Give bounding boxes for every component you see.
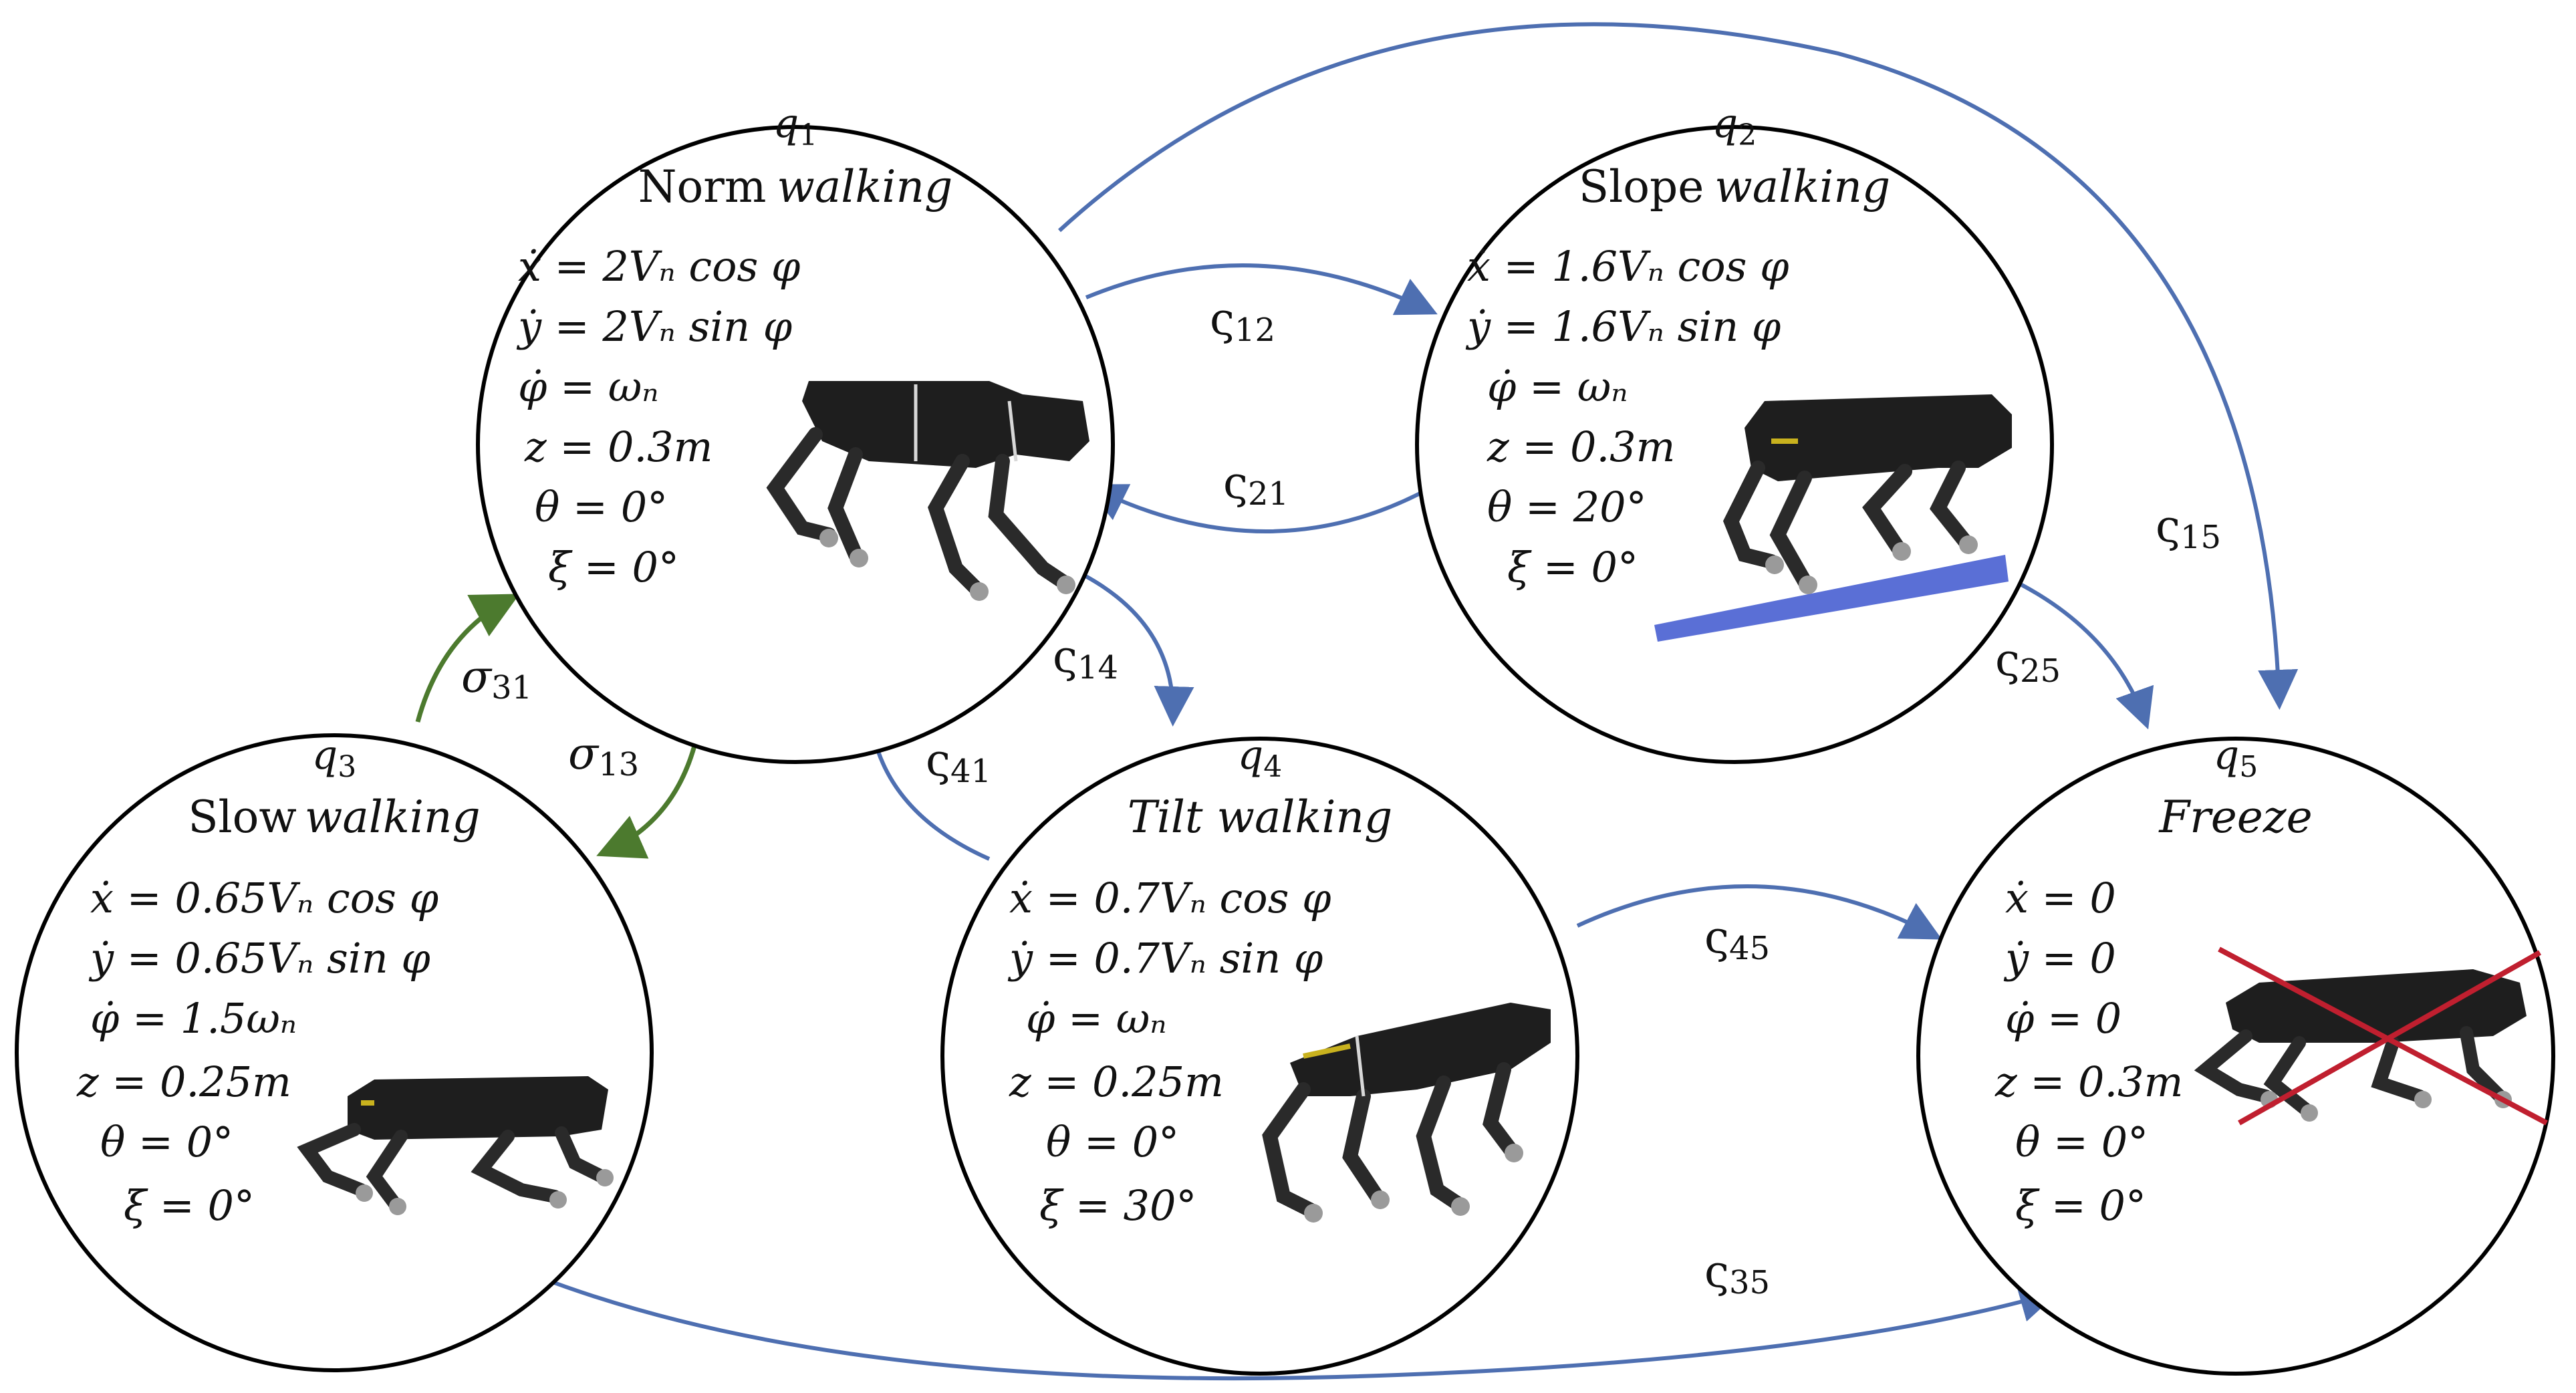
state-q5-line: ẋ = 0 — [2005, 874, 2116, 922]
label-s14: ς14 — [1053, 631, 1118, 686]
state-q4-id: q4 — [1238, 732, 1282, 784]
state-q1-circle — [476, 125, 1115, 764]
state-q2-line: ξ = 0° — [1507, 543, 1638, 592]
state-q2-line: ẏ = 1.6Vₙ sin φ — [1465, 302, 1781, 351]
state-q3-line: ẏ = 0.65Vₙ sin φ — [88, 934, 430, 983]
state-q4-line: ξ = 30° — [1039, 1181, 1196, 1230]
state-q4-line: ẏ = 0.7Vₙ sin φ — [1007, 934, 1323, 983]
state-q1: q1 Norm walking ẋ = 2Vₙ cos φ ẏ = 2Vₙ sin… — [476, 100, 1115, 764]
robot-image-q4 — [1262, 1003, 1551, 1223]
state-q2: q2 Slope walking ẋ = 1.6Vₙ cos φ ẏ = 1.6V… — [1415, 100, 2054, 764]
freeze-cross-icon — [2238, 950, 2541, 1126]
state-q5: q5 Freeze ẋ = 0 ẏ = 0 φ̇ = 0 z = 0.3m θ … — [1916, 732, 2555, 1376]
state-q4-line: z = 0.25m — [1009, 1057, 1224, 1106]
state-q3-line: z = 0.25m — [76, 1057, 291, 1106]
state-q1-line: ẏ = 2Vₙ sin φ — [516, 302, 793, 351]
state-q5-line: ẏ = 0 — [2003, 934, 2116, 983]
state-q1-line: φ̇ = ωₙ — [518, 362, 658, 411]
label-s35: ς35 — [1704, 1246, 1770, 1301]
state-q3-id: q3 — [312, 732, 356, 784]
state-q3-name: Slow walking — [188, 791, 480, 843]
state-q5-name: Freeze — [2158, 791, 2312, 843]
edge-s12 — [1085, 263, 1438, 315]
state-q2-line: ẋ = 1.6Vₙ cos φ — [1467, 242, 1789, 291]
state-q5-line: φ̇ = 0 — [2005, 994, 2121, 1043]
state-q3-line: ξ = 0° — [124, 1181, 255, 1230]
state-q5-line: ξ = 0° — [2015, 1181, 2146, 1230]
state-q2-line: z = 0.3m — [1487, 422, 1675, 471]
state-q1-name: Norm walking — [638, 161, 952, 213]
robot-image-q5 — [2194, 946, 2548, 1126]
label-s25: ς25 — [1995, 634, 2061, 690]
label-s12: ς12 — [1210, 293, 1275, 349]
state-q5-id: q5 — [2214, 732, 2258, 784]
label-s41: ς41 — [926, 735, 991, 790]
state-q1-line: z = 0.3m — [524, 422, 713, 471]
state-q2-name: Slope walking — [1579, 161, 1890, 213]
edge-s35 — [537, 1275, 2060, 1381]
state-q4: q4 Tilt walking ẋ = 0.7Vₙ cos φ ẏ = 0.7V… — [940, 732, 1579, 1376]
state-q3-circle — [15, 733, 654, 1372]
label-sigma13: σ13 — [568, 728, 639, 783]
state-q3-line: θ = 0° — [100, 1118, 233, 1166]
edges — [415, 22, 2299, 1381]
freeze-cross-icon — [2218, 946, 2548, 1126]
state-q5-line: θ = 0° — [2015, 1118, 2148, 1166]
state-q1-id: q1 — [773, 100, 817, 152]
state-q2-circle — [1415, 125, 2054, 764]
state-q4-line: θ = 0° — [1046, 1118, 1179, 1166]
state-q3: q3 Slow walking ẋ = 0.65Vₙ cos φ ẏ = 0.65… — [15, 732, 654, 1372]
state-q4-circle — [940, 737, 1579, 1376]
state-q4-name: Tilt walking — [1128, 791, 1393, 843]
state-q4-line: ẋ = 0.7Vₙ cos φ — [1009, 874, 1331, 922]
label-s45: ς45 — [1704, 912, 1770, 967]
label-s15: ς15 — [2156, 501, 2221, 556]
edge-sigma31 — [415, 594, 520, 723]
state-q1-line: ẋ = 2Vₙ cos φ — [518, 242, 801, 291]
state-q2-id: q2 — [1712, 100, 1757, 152]
edge-s25 — [2007, 576, 2154, 730]
label-sigma31: σ31 — [461, 651, 532, 707]
edge-s21 — [1085, 484, 1432, 533]
state-q4-line: φ̇ = ωₙ — [1026, 994, 1166, 1043]
state-q1-line: θ = 0° — [535, 483, 668, 531]
robot-image-q3 — [297, 1076, 614, 1215]
edge-s45 — [1576, 884, 1942, 940]
label-s21: ς21 — [1223, 457, 1289, 513]
state-q3-line: φ̇ = 1.5ωₙ — [90, 994, 297, 1043]
edge-labels: ς12 ς21 ς15 ς25 ς14 ς41 ς45 ς35 σ31 σ13 — [461, 293, 2221, 1301]
state-q5-circle — [1916, 737, 2555, 1376]
state-q5-line: z = 0.3m — [1994, 1057, 2183, 1106]
robot-image-q2 — [1654, 394, 2012, 642]
state-q2-line: θ = 20° — [1487, 483, 1647, 531]
state-q3-line: ẋ = 0.65Vₙ cos φ — [90, 874, 439, 922]
edge-s14 — [1061, 563, 1194, 727]
state-q1-line: ξ = 0° — [548, 543, 679, 592]
edge-s15 — [1057, 22, 2299, 710]
robot-image-q1 — [766, 381, 1089, 601]
state-q2-line: φ̇ = ωₙ — [1487, 362, 1628, 411]
